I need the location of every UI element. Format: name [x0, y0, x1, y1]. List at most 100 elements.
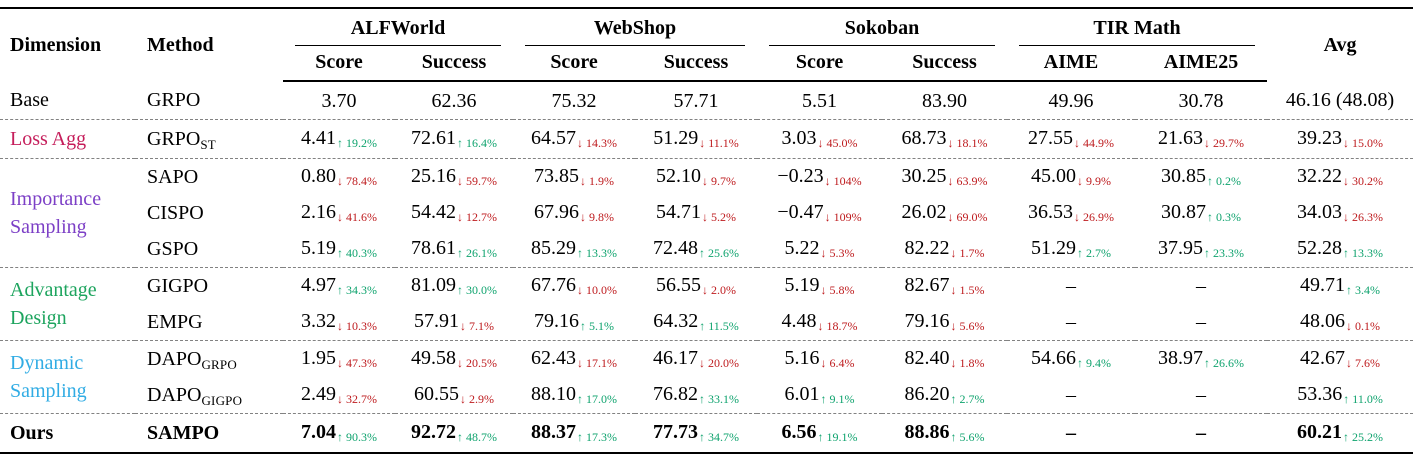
metric-value: 62.43: [531, 347, 577, 369]
col-header-method: Method: [147, 34, 214, 56]
table-row: EMPG 3.32↓ 10.3% 57.91↓ 7.1% 79.16↑ 5.1% 64.…: [0, 304, 1413, 341]
metric-value: 5.19: [301, 237, 336, 259]
delta-up-arrow: ↑ 2.7%: [1077, 246, 1112, 260]
table-row: Importance Sampling SAPO 0.80↓ 78.4% 25.16↓…: [0, 158, 1413, 268]
delta-down-arrow: ↓ 0.1%: [1346, 319, 1381, 333]
method-cell: GIGPO: [135, 267, 283, 304]
delta-up-arrow: ↑ 26.6%: [1204, 356, 1245, 370]
value-cell: 64.32↑ 11.5%: [635, 304, 757, 341]
value-cell: 85.29↑ 13.3%: [513, 231, 635, 268]
delta-down-arrow: ↓ 26.9%: [1074, 210, 1115, 224]
value-cell: 79.16↑ 5.1%: [513, 304, 635, 341]
metric-value: 4.97: [301, 274, 336, 296]
delta-down-arrow: ↓ 10.0%: [577, 283, 618, 297]
value-cell: 3.32↓ 10.3%: [283, 304, 395, 341]
delta-up-arrow: ↑ 3.4%: [1346, 283, 1381, 297]
value-cell: 72.61↑ 16.4%: [395, 119, 514, 159]
value-cell: –: [1007, 413, 1136, 453]
metric-value: 45.00: [1031, 165, 1077, 187]
metric-value: 26.02: [901, 201, 947, 223]
delta-up-arrow: ↑ 11.0%: [1343, 392, 1383, 406]
metric-value: 56.55: [656, 274, 702, 296]
metric-value: 30.85: [1161, 165, 1207, 187]
metric-value: 46.16 (48.08): [1285, 89, 1395, 111]
metric-value: 72.48: [653, 237, 699, 259]
metric-value: 30.87: [1161, 201, 1207, 223]
method-cell: GRPO: [147, 89, 201, 111]
metric-value: 3.70: [321, 89, 357, 112]
metric-value: 86.20: [904, 383, 950, 405]
value-cell: 57.71: [635, 81, 757, 120]
header-sub-row: Score Success Score Success Score Succes…: [0, 46, 1413, 82]
value-cell: 36.53↓ 26.9%: [1007, 195, 1135, 231]
value-cell: 3.03↓ 45.0%: [757, 119, 883, 159]
delta-down-arrow: ↓ 45.0%: [817, 136, 858, 150]
delta-down-arrow: ↓ 5.2%: [702, 210, 737, 224]
value-cell: 88.86↑ 5.6%: [882, 413, 1008, 453]
value-cell: 25.16↓ 59.7%: [395, 158, 514, 195]
metric-value: 42.67: [1300, 347, 1346, 369]
value-cell: 49.71↑ 3.4%: [1267, 267, 1413, 304]
method-cell: CISPO: [147, 202, 204, 224]
col-header-sokoban-score: Score: [757, 46, 883, 82]
metric-value: 5.16: [784, 347, 820, 369]
value-cell: –: [1007, 267, 1136, 304]
col-header-alfworld-score: Score: [283, 46, 395, 82]
value-cell: 62.43↓ 17.1%: [513, 340, 636, 377]
metric-value: –: [1066, 275, 1077, 297]
metric-value: 54.71: [656, 201, 702, 223]
delta-down-arrow: ↓ 2.9%: [460, 392, 494, 406]
delta-down-arrow: ↓ 1.8%: [950, 356, 985, 370]
value-cell: 4.97↑ 34.3%: [283, 267, 395, 304]
value-cell: 49.96: [1007, 81, 1135, 120]
delta-down-arrow: ↓ 15.0%: [1343, 136, 1384, 150]
metric-value: 30.78: [1178, 89, 1224, 112]
value-cell: 52.28↑ 13.3%: [1267, 231, 1413, 268]
delta-down-arrow: ↓ 69.0%: [947, 210, 988, 224]
value-cell: –: [1135, 377, 1267, 414]
metric-value: 36.53: [1028, 201, 1074, 223]
value-cell: 45.00↓ 9.9%: [1007, 158, 1136, 195]
metric-value: 57.91: [414, 310, 459, 332]
delta-up-arrow: ↑ 9.1%: [820, 392, 855, 406]
top-rule: [0, 7, 1413, 9]
delta-up-arrow: ↑ 17.0%: [577, 392, 618, 406]
method-subscript: ST: [200, 137, 216, 152]
delta-up-arrow: ↑ 25.2%: [1343, 430, 1384, 444]
delta-down-arrow: ↓ 59.7%: [457, 174, 497, 188]
metric-value: 88.37: [531, 421, 577, 443]
value-cell: 73.85↓ 1.9%: [513, 158, 636, 195]
value-cell: 76.82↑ 33.1%: [635, 377, 757, 414]
delta-down-arrow: ↓ 20.5%: [457, 356, 497, 370]
header-group-row: Dimension Method ALFWorld WebShop Sokoba…: [0, 8, 1413, 56]
metric-value: 27.55: [1028, 127, 1074, 149]
value-cell: 5.22↓ 5.3%: [757, 231, 882, 268]
metric-value: 73.85: [534, 165, 580, 187]
metric-value: 21.63: [1158, 127, 1204, 149]
delta-down-arrow: ↓ 1.5%: [950, 283, 985, 297]
metric-value: 51.29: [1031, 237, 1077, 259]
value-cell: 34.03↓ 26.3%: [1267, 195, 1413, 231]
value-cell: –: [1007, 304, 1135, 341]
metric-value: 88.86: [904, 421, 950, 443]
col-header-avg: Avg: [1323, 34, 1357, 56]
delta-up-arrow: ↑ 2.7%: [950, 392, 985, 406]
delta-down-arrow: ↓ 47.3%: [337, 356, 377, 370]
metric-value: 25.16: [411, 165, 456, 187]
metric-value: 39.23: [1297, 127, 1343, 149]
value-cell: 6.56↑ 19.1%: [757, 413, 883, 453]
value-cell: 4.48↓ 18.7%: [757, 304, 882, 341]
value-cell: 21.63↓ 29.7%: [1135, 119, 1268, 159]
delta-down-arrow: ↓ 18.7%: [817, 319, 858, 333]
col-header-alfworld-success: Success: [395, 46, 514, 82]
delta-up-arrow: ↑ 0.3%: [1207, 210, 1242, 224]
metric-value: 60.55: [414, 383, 459, 405]
value-cell: 26.02↓ 69.0%: [882, 195, 1007, 231]
delta-down-arrow: ↓ 7.6%: [1346, 356, 1381, 370]
col-header-webshop-success: Success: [635, 46, 758, 82]
value-cell: –: [1007, 377, 1135, 414]
dimension-cell: Ours: [0, 413, 135, 453]
metric-value: 82.40: [904, 347, 950, 369]
metric-value: 60.21: [1297, 421, 1343, 443]
metric-value: −0.23: [777, 165, 824, 187]
